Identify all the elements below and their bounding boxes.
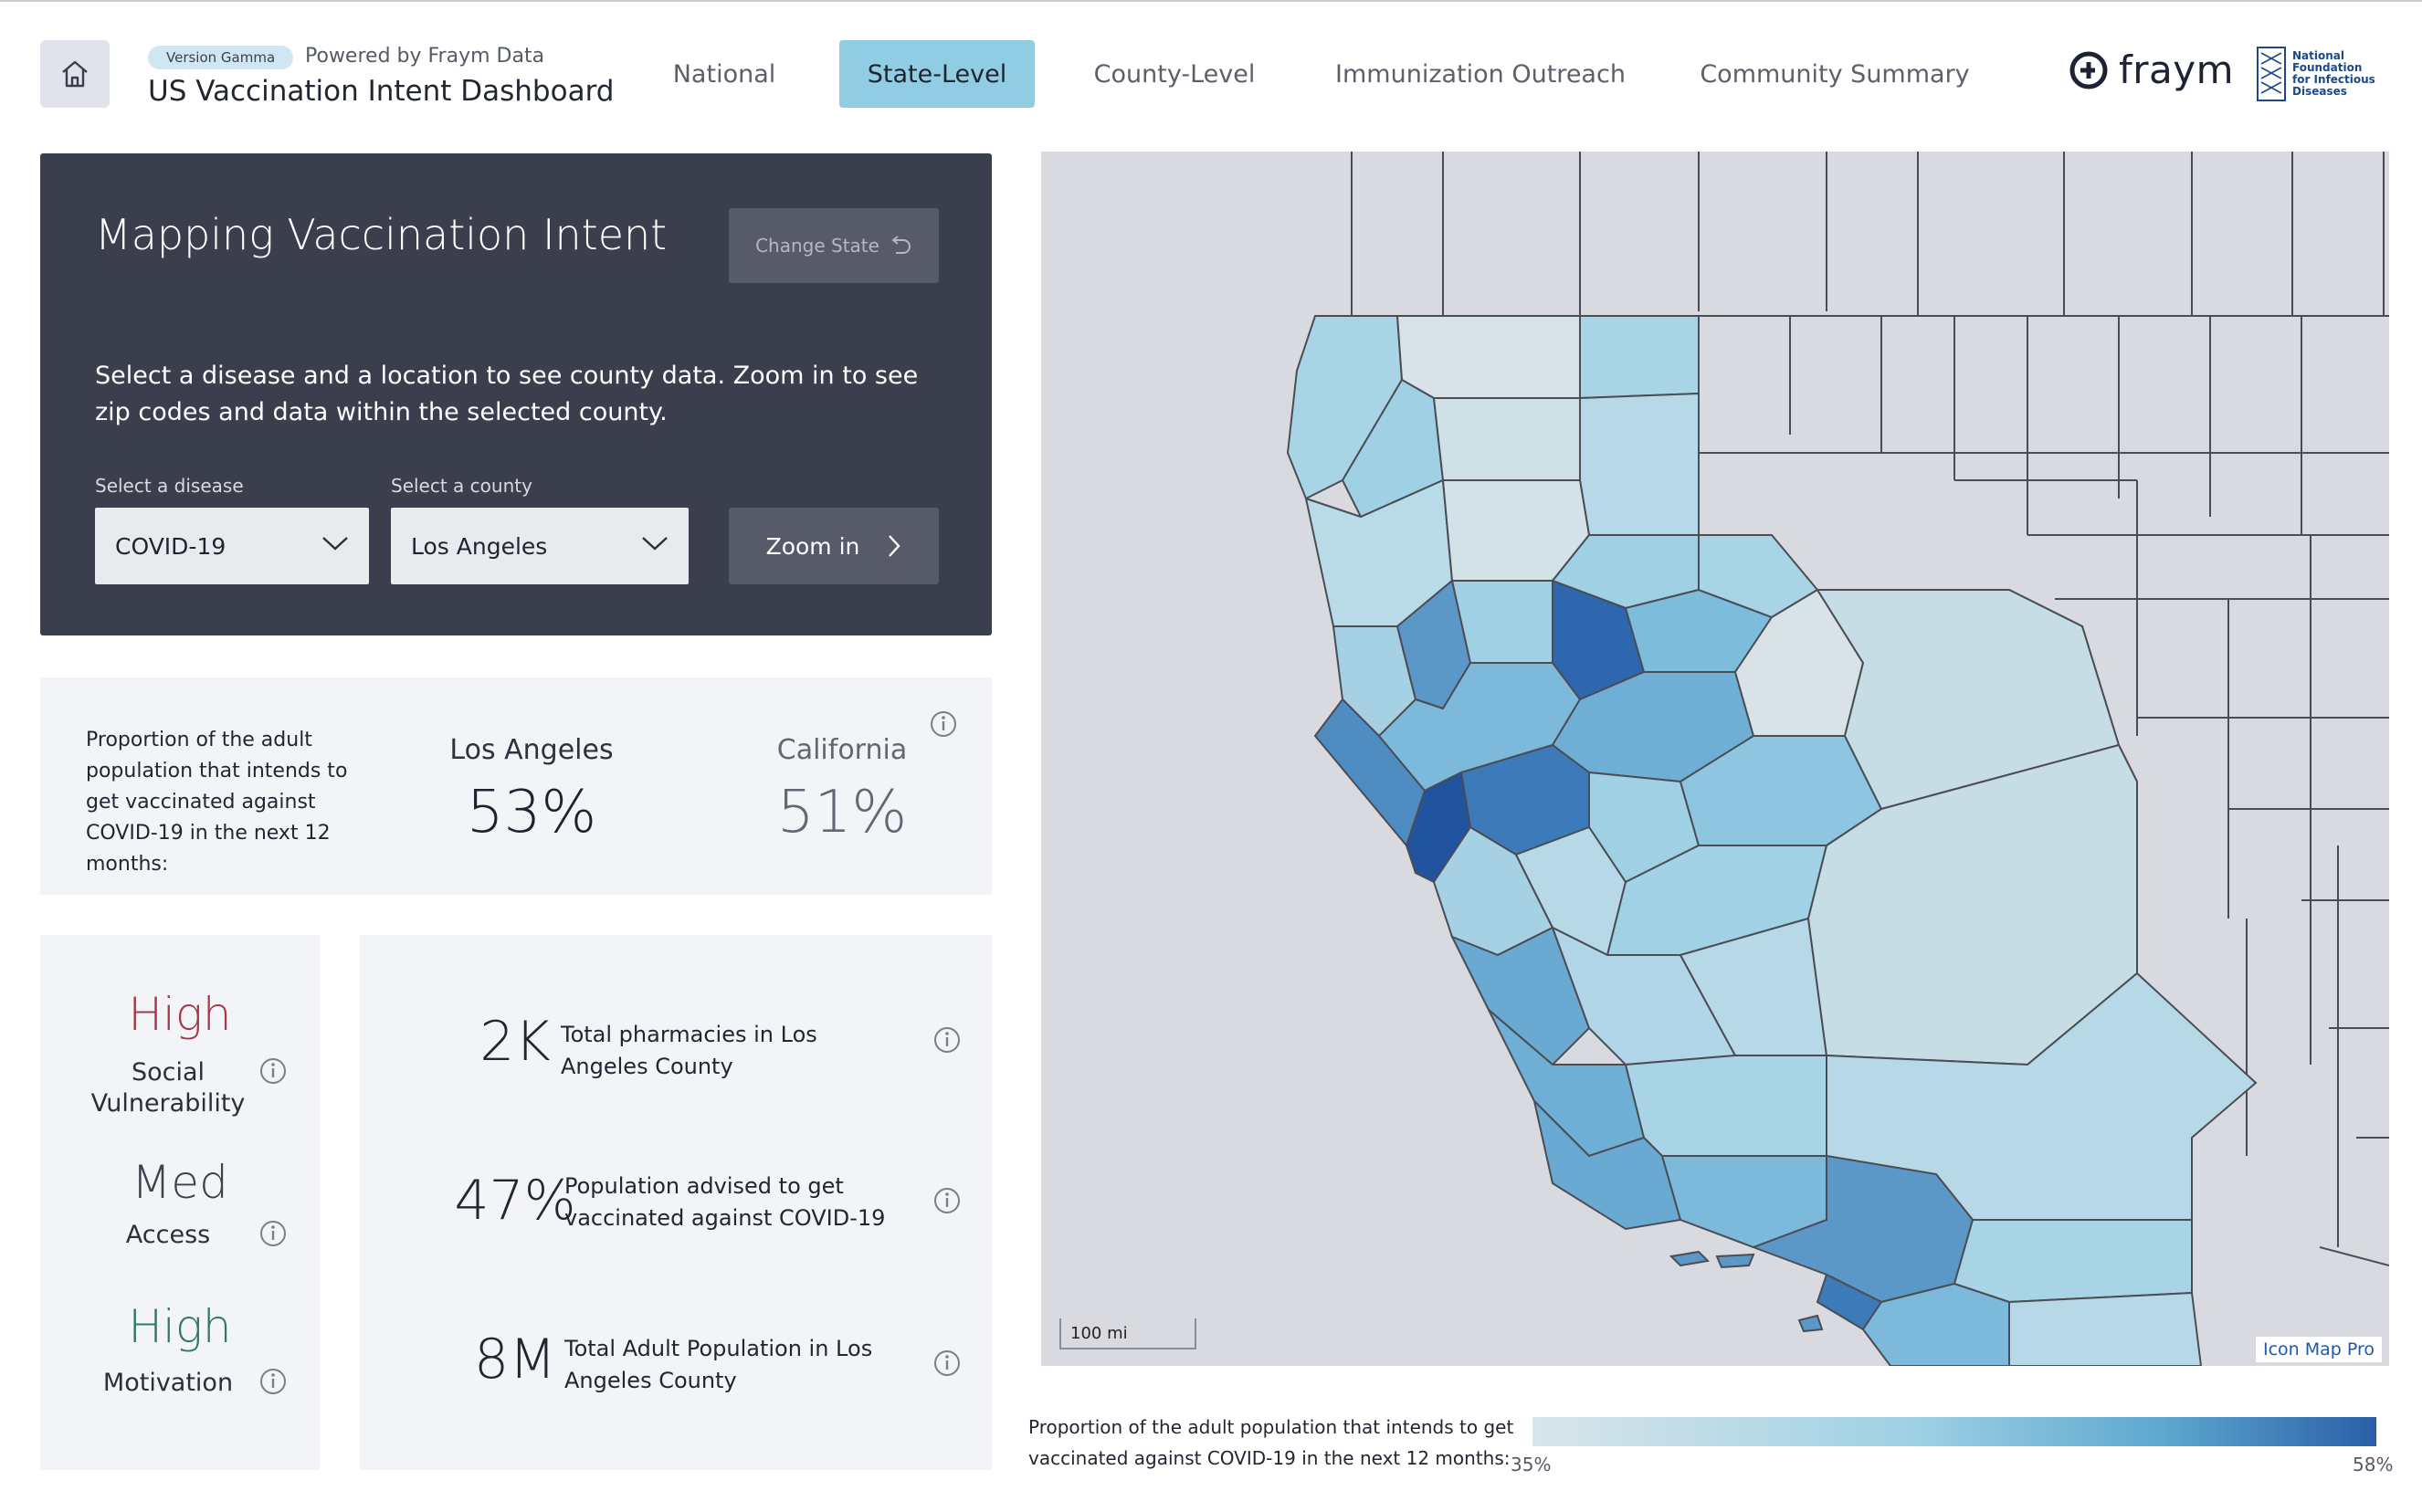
adult-population-label: Total Adult Population in Los Angeles Co…: [564, 1336, 873, 1393]
legend-max-label: 58%: [2353, 1454, 2394, 1475]
state-value: 51%: [776, 779, 908, 846]
panel-title: Mapping Vaccination Intent: [95, 210, 668, 259]
version-badge: Version Gamma: [148, 46, 294, 69]
indicator-level: High: [128, 988, 232, 1041]
home-button[interactable]: [40, 40, 110, 108]
county-kern[interactable]: [1624, 1055, 1827, 1157]
tab-community-summary[interactable]: Community Summary: [1700, 59, 1970, 89]
change-state-label: Change State: [755, 235, 879, 257]
fraym-logo-text: fraym: [2119, 47, 2235, 92]
pharmacies-value: 2K: [479, 1010, 551, 1074]
legend-min-label: 35%: [1511, 1454, 1552, 1475]
county-label: Select a county: [391, 475, 532, 497]
change-state-button[interactable]: Change State: [729, 208, 939, 283]
choropleth-map[interactable]: [1041, 152, 2389, 1366]
county-upper-c[interactable]: [1579, 392, 1700, 536]
powered-by-text: Powered by Fraym Data: [305, 45, 545, 68]
nfid-logo-text: National Foundation for Infectious Disea…: [2292, 49, 2375, 98]
local-value: 53%: [466, 779, 597, 846]
chevron-right-icon: [889, 535, 901, 557]
fraym-logo-icon: [2069, 51, 2108, 89]
tab-county-level[interactable]: County-Level: [1093, 59, 1256, 89]
zoom-in-button[interactable]: Zoom in: [729, 508, 939, 584]
tab-national[interactable]: National: [672, 59, 776, 89]
chevron-down-icon: [322, 537, 348, 551]
zoom-in-label: Zoom in: [765, 532, 860, 560]
indicator-label: Access: [125, 1221, 211, 1249]
disease-select[interactable]: COVID-19: [95, 508, 369, 584]
fraym-logo: fraym: [2068, 47, 2234, 92]
tab-state-level[interactable]: State-Level: [839, 40, 1035, 108]
info-icon[interactable]: [930, 710, 957, 738]
local-name: Los Angeles: [449, 734, 614, 766]
channel-island-a[interactable]: [1669, 1250, 1711, 1267]
map-credit-link[interactable]: Icon Map Pro: [2256, 1337, 2383, 1362]
indicators-panel: High Social Vulnerability Med Access Hig…: [40, 935, 320, 1470]
adult-population-value: 8M: [474, 1328, 556, 1391]
indicator-level: High: [128, 1300, 232, 1353]
legend-color-bar: [1532, 1417, 2376, 1446]
county-napa[interactable]: [1450, 580, 1553, 664]
tab-immunization-outreach[interactable]: Immunization Outreach: [1335, 59, 1626, 89]
nfid-logo: National Foundation for Infectious Disea…: [2256, 46, 2380, 102]
proportion-description: Proportion of the adult population that …: [86, 729, 348, 876]
state-proportion: California 51%: [732, 734, 952, 846]
county-riverside[interactable]: [1953, 1219, 2193, 1304]
info-icon[interactable]: [933, 1026, 961, 1054]
state-name: California: [776, 734, 908, 766]
control-panel: Mapping Vaccination Intent Change State …: [40, 153, 992, 635]
undo-icon: [891, 236, 911, 254]
chevron-down-icon: [642, 537, 668, 551]
indicator-label: Social Vulnerability: [90, 1058, 246, 1118]
advised-value: 47%: [454, 1169, 576, 1233]
map-scale-bar: 100 mi: [1059, 1318, 1196, 1349]
home-icon: [62, 60, 88, 88]
disease-label: Select a disease: [95, 475, 244, 497]
channel-island-b[interactable]: [1715, 1253, 1755, 1269]
county-select-value: Los Angeles: [411, 532, 548, 560]
county-select[interactable]: Los Angeles: [391, 508, 689, 584]
county-north-east[interactable]: [1579, 315, 1700, 400]
legend-description: Proportion of the adult population that …: [1028, 1416, 1514, 1469]
panel-description: Select a disease and a location to see c…: [95, 362, 919, 426]
indicator-level: Med: [132, 1156, 228, 1209]
indicator-label: Motivation: [102, 1369, 234, 1397]
local-proportion: Los Angeles 53%: [422, 734, 641, 846]
neighbor-state-borders: [1315, 152, 2389, 1266]
info-icon[interactable]: [933, 1349, 961, 1377]
stats-panel: 2K Total pharmacies in Los Angeles Count…: [360, 935, 992, 1470]
app-title: US Vaccination Intent Dashboard: [148, 75, 615, 108]
county-north-central[interactable]: [1395, 315, 1581, 399]
california-counties[interactable]: [1286, 315, 2258, 1366]
advised-label: Population advised to get vaccinated aga…: [564, 1173, 886, 1231]
county-upper-b[interactable]: [1432, 397, 1581, 481]
info-icon[interactable]: [259, 1220, 287, 1247]
info-icon[interactable]: [259, 1057, 287, 1085]
county-imperial[interactable]: [2008, 1291, 2203, 1366]
map-svg[interactable]: [1041, 152, 2389, 1366]
disease-select-value: COVID-19: [115, 532, 226, 560]
channel-island-c[interactable]: [1797, 1314, 1824, 1333]
nfid-logo-icon: [2257, 47, 2286, 101]
info-icon[interactable]: [933, 1187, 961, 1214]
info-icon[interactable]: [259, 1368, 287, 1395]
pharmacies-label: Total pharmacies in Los Angeles County: [561, 1022, 817, 1079]
proportion-panel: Proportion of the adult population that …: [40, 677, 992, 895]
